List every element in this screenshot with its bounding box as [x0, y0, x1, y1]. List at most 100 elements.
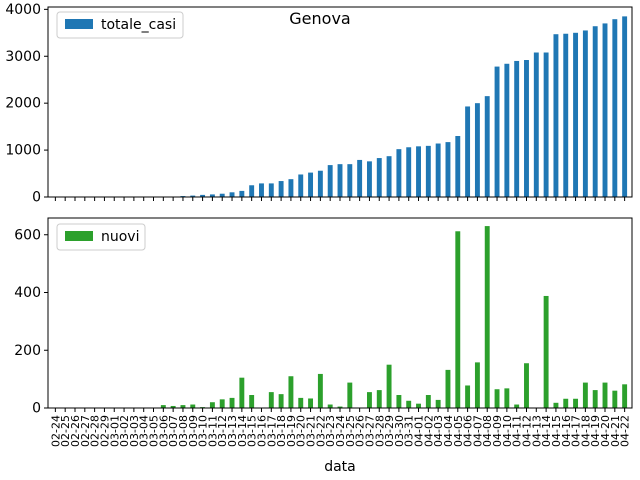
- x-tick-label: 04-08: [481, 415, 494, 447]
- top-bar: [337, 164, 343, 197]
- bottom-bar: [455, 231, 461, 408]
- bottom-bar: [386, 364, 392, 408]
- top-bar: [465, 106, 471, 197]
- cumulative-cases-bars: [170, 16, 628, 198]
- x-tick-label: 04-11: [511, 415, 524, 447]
- bottom-bar: [239, 377, 245, 408]
- bottom-bar: [298, 397, 304, 408]
- bottom-y-tick-label: 600: [14, 227, 41, 243]
- x-tick-label: 04-03: [432, 415, 445, 447]
- bottom-legend: nuovi: [56, 223, 146, 251]
- x-tick-label: 03-25: [344, 415, 357, 447]
- x-tick-label: 03-19: [285, 415, 298, 447]
- x-tick-label: 03-21: [305, 415, 318, 447]
- x-tick-label: 03-31: [403, 415, 416, 447]
- bottom-y-tick-label: 200: [14, 343, 41, 359]
- top-bar: [602, 23, 608, 198]
- bottom-bar: [612, 390, 618, 408]
- bottom-bar: [160, 405, 166, 408]
- top-bar: [347, 164, 353, 197]
- x-tick-label: 04-18: [579, 415, 592, 447]
- bottom-bar: [288, 376, 294, 408]
- x-axis-label: data: [324, 459, 356, 475]
- legend-frame: [56, 11, 184, 39]
- top-bar: [386, 156, 392, 197]
- bottom-y-tick-label: 0: [32, 401, 41, 417]
- bottom-bar: [553, 402, 559, 408]
- x-tick-label: 03-29: [383, 415, 396, 447]
- bottom-bar: [592, 390, 598, 408]
- bottom-bar: [249, 395, 255, 408]
- bottom-bar: [602, 382, 608, 408]
- bottom-bar: [435, 399, 441, 408]
- top-bar: [543, 52, 549, 198]
- x-tick-label: 03-11: [206, 415, 219, 447]
- bottom-bar: [278, 394, 284, 408]
- x-tick-label: 04-22: [619, 415, 632, 447]
- top-bar: [357, 159, 363, 197]
- x-tick-label: 04-15: [550, 415, 563, 447]
- bottom-bar: [219, 399, 225, 408]
- x-tick-label: 03-26: [354, 415, 367, 447]
- x-tick-label: 03-24: [334, 415, 347, 447]
- bottom-bar: [524, 363, 529, 408]
- bottom-bar: [582, 382, 588, 408]
- bottom-bar: [543, 295, 549, 408]
- top-bar: [239, 190, 245, 197]
- top-y-tick-label: 3000: [5, 49, 41, 65]
- top-bar: [229, 192, 235, 197]
- x-tick-label: 04-19: [589, 415, 602, 447]
- bottom-bar: [445, 369, 451, 408]
- bottom-axes: 0 200 400 600 02-2402-2502-2602-2702-2802-29…: [14, 227, 631, 447]
- top-bar: [298, 174, 304, 197]
- bottom-bar: [337, 406, 343, 408]
- x-tick-label: 03-01: [108, 415, 121, 447]
- cumulative-cases-chart: 0 1000 2000 3000 4000 totale_casi: [5, 2, 633, 206]
- top-bar: [533, 52, 539, 198]
- top-bar: [573, 32, 579, 197]
- bottom-bar: [622, 384, 628, 408]
- top-bar: [455, 136, 461, 197]
- bottom-bar: [563, 398, 569, 408]
- top-y-tick-label: 1000: [5, 143, 41, 159]
- x-tick-label: 02-25: [59, 415, 72, 447]
- bottom-bar: [229, 397, 235, 408]
- bottom-bar: [425, 395, 431, 408]
- bottom-bar: [406, 400, 412, 408]
- top-bar: [249, 185, 255, 197]
- x-tick-label: 03-02: [118, 415, 131, 447]
- top-legend: totale_casi: [56, 11, 184, 39]
- bottom-bar: [396, 395, 402, 408]
- top-bar: [504, 63, 510, 197]
- top-bar: [416, 146, 421, 197]
- top-axes: 0 1000 2000 3000 4000: [5, 2, 626, 206]
- top-bar: [288, 179, 294, 197]
- top-bar: [514, 60, 520, 198]
- bottom-bar: [209, 402, 215, 408]
- bottom-bar: [504, 388, 510, 408]
- x-tick-label: 03-17: [265, 415, 278, 447]
- top-y-tick-label: 4000: [5, 2, 41, 18]
- top-bar: [445, 142, 451, 197]
- x-tick-label: 03-05: [148, 415, 161, 447]
- top-bar: [553, 34, 559, 198]
- top-bar: [209, 194, 215, 197]
- top-bar: [327, 165, 333, 197]
- top-bar: [592, 26, 598, 198]
- x-tick-label: 04-01: [413, 415, 426, 447]
- new-cases-bars: [160, 226, 628, 408]
- x-tick-label: 03-14: [236, 415, 249, 447]
- bottom-bar: [317, 373, 323, 408]
- legend-swatch-nuovi: [65, 231, 93, 241]
- x-tick-label: 04-13: [530, 415, 543, 447]
- top-y-tick-label: 0: [32, 190, 41, 206]
- top-bar: [259, 183, 264, 197]
- x-tick-label: 03-16: [255, 415, 268, 447]
- top-bar: [278, 181, 284, 197]
- x-tick-label: 03-23: [324, 415, 337, 447]
- chart-title: Genova: [289, 9, 350, 28]
- bottom-bar: [366, 392, 372, 408]
- x-tick-label: 04-12: [520, 415, 533, 447]
- x-tick-label: 04-04: [442, 415, 455, 447]
